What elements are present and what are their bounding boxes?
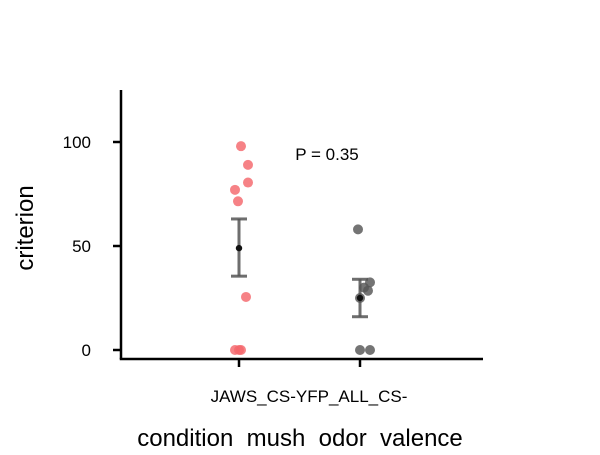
p-value-annotation: P = 0.35	[295, 145, 359, 164]
y-axis-title: criterion	[12, 185, 39, 270]
data-point	[365, 345, 375, 355]
data-point	[243, 159, 253, 170]
y-tick-label: 100	[63, 133, 91, 152]
axes: 0 50 100	[63, 90, 483, 367]
x-axis-title: condition mush odor valence	[137, 425, 463, 450]
data-point	[353, 224, 363, 235]
y-tick-label: 0	[82, 341, 91, 360]
mean-marker	[235, 244, 243, 252]
data-point	[363, 285, 373, 296]
data-point	[355, 345, 365, 355]
data-point	[236, 141, 246, 152]
data-marks	[230, 141, 375, 355]
data-point	[241, 291, 251, 302]
data-point	[230, 184, 240, 195]
data-point	[236, 345, 246, 355]
y-tick-label: 50	[72, 237, 91, 256]
data-point	[233, 196, 243, 207]
x-tick-label: JAWS_CS-YFP_ALL_CS-	[211, 387, 408, 406]
mean-marker	[356, 294, 364, 302]
data-point	[243, 177, 253, 188]
